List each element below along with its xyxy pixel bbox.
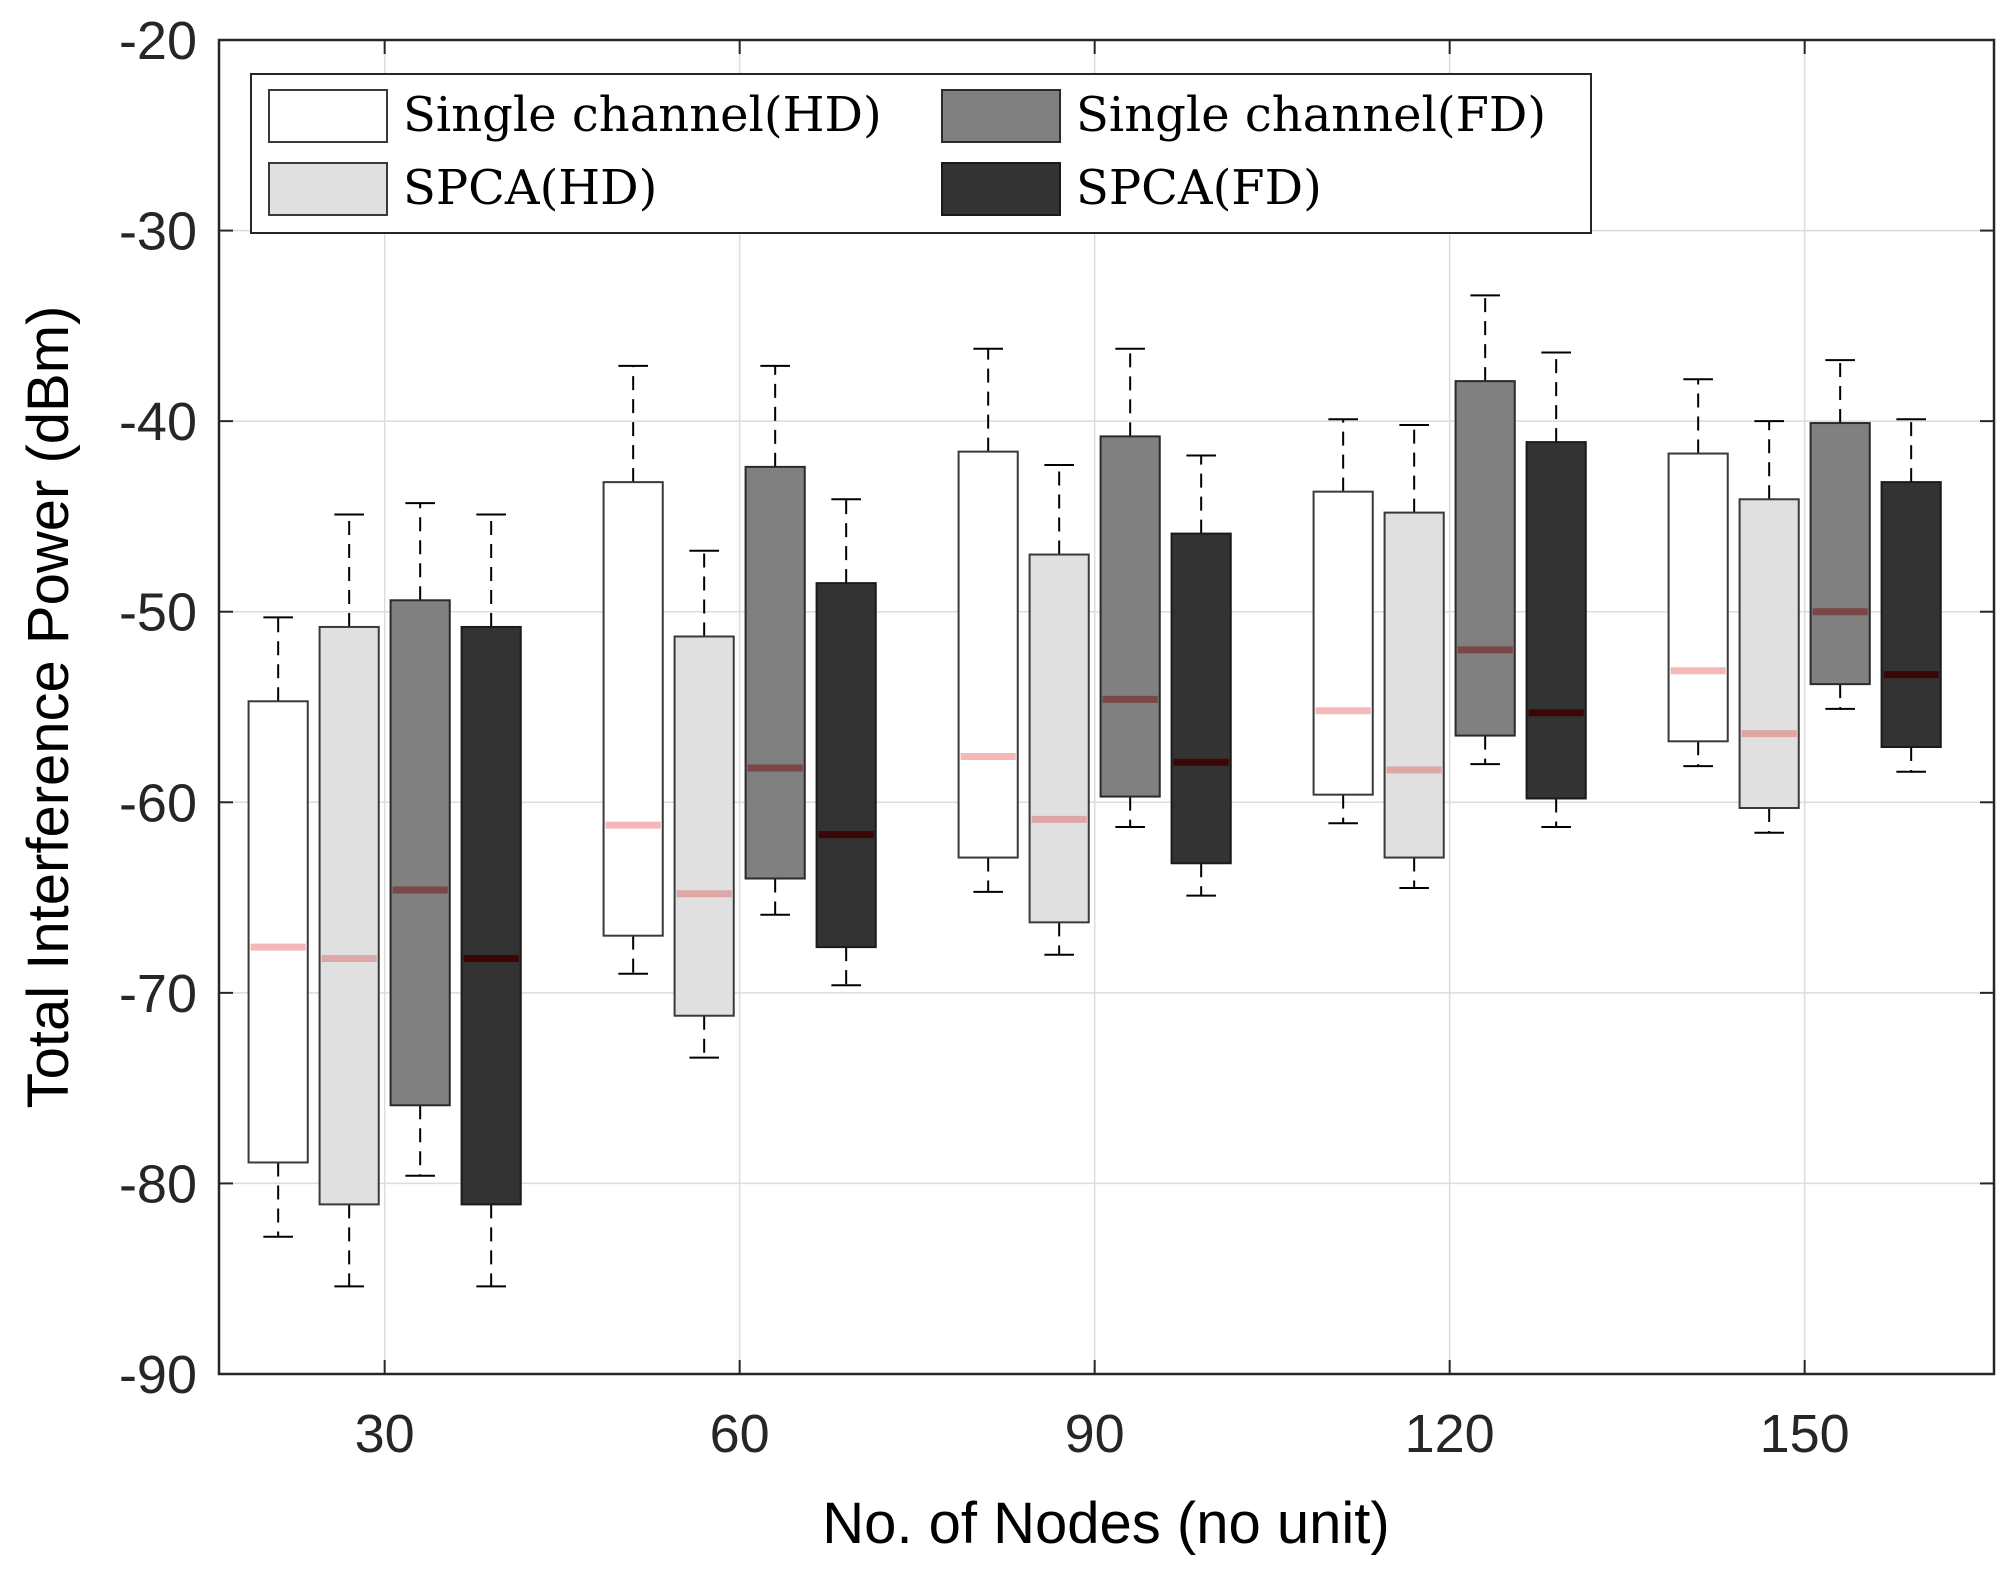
x-tick-label: 150: [1760, 1404, 1850, 1464]
box: [602, 481, 664, 937]
y-tick-label: -20: [119, 11, 197, 71]
box: [1454, 380, 1516, 737]
box: [1383, 511, 1445, 859]
box: [1099, 435, 1161, 798]
box: [247, 700, 309, 1164]
series-single-channel-fd: [389, 294, 1871, 1177]
legend-label-spca-hd: SPCA(HD): [403, 160, 657, 216]
x-tick-label: 30: [355, 1404, 415, 1464]
box: [1809, 422, 1871, 686]
box: [815, 582, 877, 949]
axis-ticks: -90 -80 -70 -60 -50 -40 -30 -20 30 60 90 120 150: [119, 11, 1994, 1464]
y-tick-label: -50: [119, 583, 197, 643]
box: [1667, 452, 1729, 743]
y-tick-label: -60: [119, 773, 197, 833]
x-tick-label: 120: [1405, 1404, 1495, 1464]
box: [1028, 553, 1090, 924]
series-spca-fd: [460, 351, 1942, 1288]
box: [1170, 532, 1232, 865]
y-tick-label: -40: [119, 392, 197, 452]
box: [460, 625, 522, 1206]
legend-label-single-channel-fd: Single channel(FD): [1076, 87, 1546, 143]
box-series-group: [247, 294, 1942, 1288]
box: [1880, 481, 1942, 749]
legend-label-single-channel-hd: Single channel(HD): [403, 87, 882, 143]
x-tick-label: 60: [710, 1404, 770, 1464]
legend-frame: [250, 73, 1592, 234]
series-single-channel-hd: [247, 347, 1729, 1238]
legend-label-spca-fd: SPCA(FD): [1076, 160, 1322, 216]
box: [1738, 498, 1800, 810]
plot-area-frame: [217, 38, 1996, 1376]
box: [744, 465, 806, 880]
box: [1525, 441, 1587, 800]
legend-swatch-spca-hd: [268, 162, 388, 216]
legend-swatch-spca-fd: [941, 162, 1061, 216]
y-tick-label: -80: [119, 1154, 197, 1214]
y-axis-title: Total Interference Power (dBm): [16, 306, 81, 1109]
y-tick-label: -90: [119, 1345, 197, 1405]
box: [318, 625, 380, 1206]
x-tick-label: 90: [1065, 1404, 1125, 1464]
x-axis-title: No. of Nodes (no unit): [822, 1491, 1389, 1556]
box: [673, 635, 735, 1017]
box: [957, 450, 1019, 859]
series-spca-hd: [318, 420, 1800, 1288]
y-tick-label: -30: [119, 202, 197, 262]
y-tick-label: -70: [119, 964, 197, 1024]
legend: Single channel(HD) Single channel(FD) SPCA…: [250, 73, 1592, 234]
box: [1312, 490, 1374, 796]
box: [389, 599, 451, 1107]
legend-swatch-single-channel-fd: [941, 89, 1061, 143]
legend-swatch-single-channel-hd: [268, 89, 388, 143]
